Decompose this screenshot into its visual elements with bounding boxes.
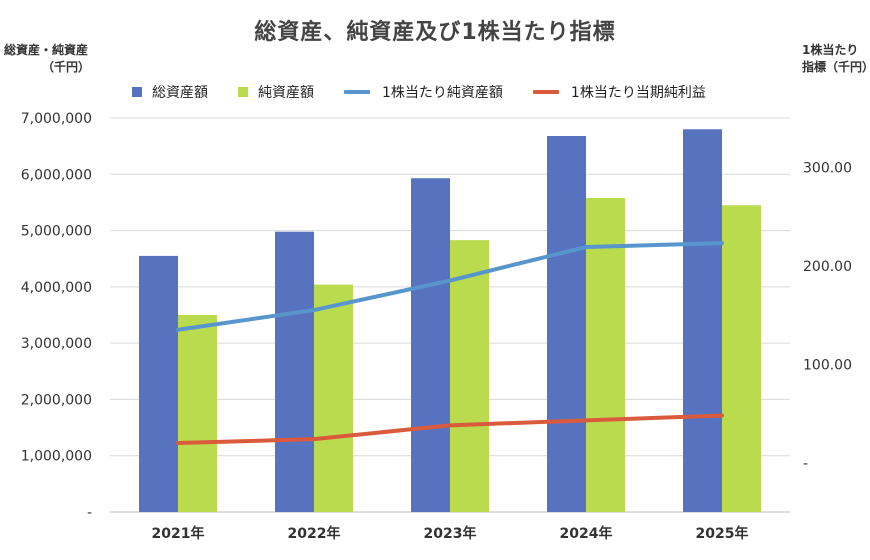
bar-net-assets <box>314 284 353 512</box>
left-tick-label: 3,000,000 <box>21 336 92 352</box>
left-tick-label: 2,000,000 <box>21 392 92 408</box>
left-tick-label: 6,000,000 <box>21 167 92 183</box>
chart-legend: 総資産額 純資産額 1株当たり純資産額 1株当たり当期純利益 <box>132 82 736 102</box>
bar-total-assets <box>275 231 314 512</box>
left-axis-title-line2: （千円） <box>42 60 91 74</box>
x-tick-label: 2024年 <box>560 525 613 542</box>
left-tick-label: 1,000,000 <box>21 449 92 465</box>
legend-label-eps: 1株当たり当期純利益 <box>570 85 706 101</box>
right-tick-label: - <box>803 456 808 472</box>
left-tick-label: 4,000,000 <box>21 280 92 296</box>
left-tick-label: 5,000,000 <box>21 224 92 240</box>
line-bps <box>176 241 724 332</box>
bar-total-assets <box>139 255 178 512</box>
x-tick-label: 2023年 <box>424 525 477 542</box>
x-tick-label: 2021年 <box>152 525 205 542</box>
legend-label-bps: 1株当たり純資産額 <box>382 85 503 101</box>
legend-swatch-total-assets <box>132 87 142 97</box>
line-eps <box>176 413 724 446</box>
bar-net-assets <box>722 205 761 512</box>
left-axis-title-line1: 総資産・純資産 <box>4 43 89 57</box>
legend-item-total-assets: 総資産額 <box>132 82 208 102</box>
legend-item-bps: 1株当たり純資産額 <box>344 82 503 102</box>
bar-total-assets <box>547 136 586 513</box>
legend-item-net-assets: 純資産額 <box>238 82 314 102</box>
bar-total-assets <box>411 178 450 512</box>
right-tick-label: 200.00 <box>803 259 852 275</box>
left-tick-label: 7,000,000 <box>21 111 92 127</box>
right-tick-label: 300.00 <box>803 160 852 176</box>
legend-label-total-assets: 総資産額 <box>152 85 208 101</box>
x-tick-label: 2022年 <box>288 525 341 542</box>
right-tick-label: 100.00 <box>803 357 852 373</box>
bar-net-assets <box>586 197 625 512</box>
legend-swatch-bps <box>344 90 370 94</box>
right-axis-title: 1株当たり 指標（千円） <box>802 42 870 76</box>
x-tick-label: 2025年 <box>696 525 749 542</box>
bar-total-assets <box>683 129 722 512</box>
legend-swatch-eps <box>532 90 559 94</box>
chart-title: 総資産、純資産及び1株当たり指標 <box>254 20 616 45</box>
legend-label-net-assets: 純資産額 <box>258 85 314 101</box>
bar-net-assets <box>450 240 489 512</box>
bar-net-assets <box>178 315 217 512</box>
left-axis-title: 総資産・純資産 （千円） <box>4 42 90 76</box>
legend-item-eps: 1株当たり当期純利益 <box>532 82 706 102</box>
legend-swatch-net-assets <box>238 87 248 97</box>
right-axis-title-line1: 1株当たり <box>802 43 859 57</box>
left-tick-label: - <box>87 505 92 521</box>
right-axis-title-line2: 指標（千円） <box>802 60 870 74</box>
